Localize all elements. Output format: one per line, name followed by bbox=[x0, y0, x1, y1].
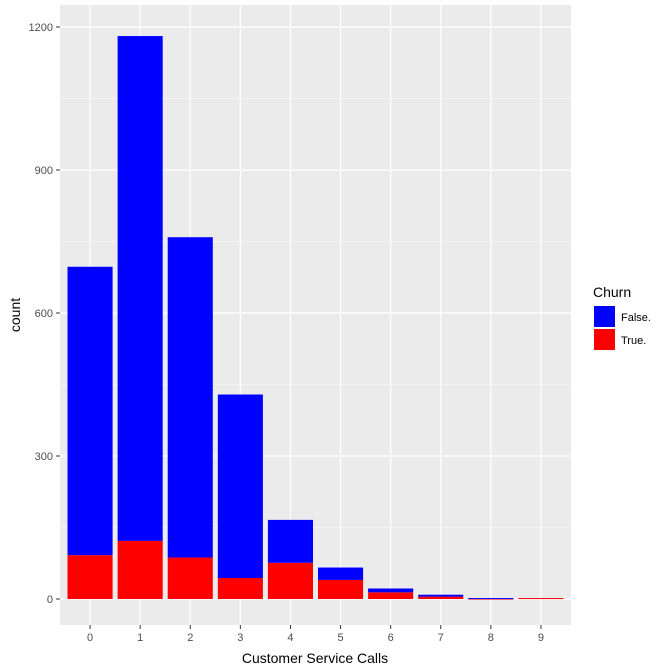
bar-true-9 bbox=[518, 598, 564, 600]
legend-label: False. bbox=[621, 312, 651, 324]
x-tick-label: 3 bbox=[237, 632, 243, 644]
legend-key-false bbox=[594, 306, 615, 327]
y-tick-label: 900 bbox=[35, 165, 53, 177]
y-tick-label: 600 bbox=[35, 308, 53, 320]
x-tick-label: 2 bbox=[187, 632, 193, 644]
bar-false-5 bbox=[318, 567, 364, 580]
legend: Churn False. True. bbox=[593, 284, 651, 350]
x-tick-label: 1 bbox=[137, 632, 143, 644]
x-axis-title: Customer Service Calls bbox=[242, 650, 388, 666]
y-axis-title: count bbox=[7, 298, 23, 332]
x-tick-label: 6 bbox=[388, 632, 394, 644]
legend-title: Churn bbox=[593, 284, 631, 300]
y-tick-label: 300 bbox=[35, 451, 53, 463]
bar-false-8 bbox=[468, 598, 514, 600]
bar-false-4 bbox=[267, 519, 313, 563]
x-tick-label: 7 bbox=[438, 632, 444, 644]
y-tick-label: 1200 bbox=[29, 22, 53, 34]
bar-true-4 bbox=[267, 562, 313, 599]
x-tick-label: 4 bbox=[287, 632, 293, 644]
bar-true-7 bbox=[418, 596, 464, 599]
y-axis: 0 300 600 900 1200 bbox=[29, 22, 60, 606]
x-tick-label: 9 bbox=[538, 632, 544, 644]
bar-true-6 bbox=[368, 592, 414, 599]
x-axis: 0 1 2 3 4 5 6 7 8 9 bbox=[87, 625, 544, 644]
bar-false-0 bbox=[67, 266, 113, 556]
x-tick-label: 0 bbox=[87, 632, 93, 644]
bar-false-6 bbox=[368, 588, 414, 593]
bar-true-0 bbox=[67, 555, 113, 599]
bar-true-3 bbox=[217, 578, 263, 599]
legend-key-true bbox=[594, 329, 615, 350]
legend-label: True. bbox=[621, 335, 646, 347]
bar-false-3 bbox=[217, 394, 263, 579]
y-tick-label: 0 bbox=[47, 594, 53, 606]
bar-false-7 bbox=[418, 594, 464, 597]
bar-true-5 bbox=[318, 579, 364, 599]
x-tick-label: 5 bbox=[337, 632, 343, 644]
bar-true-2 bbox=[167, 557, 213, 599]
x-tick-label: 8 bbox=[488, 632, 494, 644]
bars bbox=[67, 36, 564, 600]
bar-false-2 bbox=[167, 237, 213, 558]
bar-false-1 bbox=[117, 36, 163, 541]
bar-true-1 bbox=[117, 540, 163, 599]
